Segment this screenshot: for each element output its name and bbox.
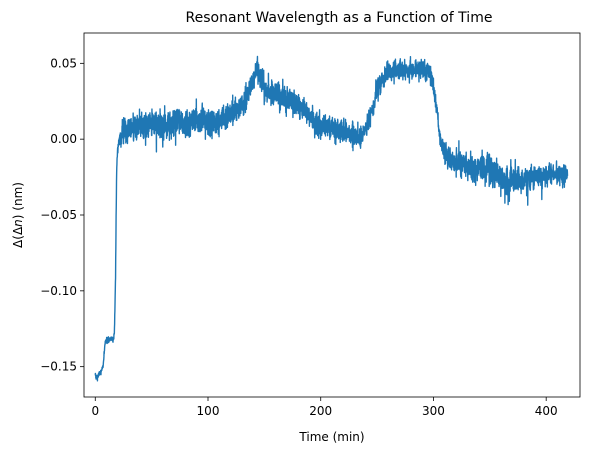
series-group [94,55,569,382]
series-line [94,55,569,382]
y-axis-label-part-3: ) (nm) [11,182,25,219]
y-axis-label: Δ(Δn) (nm) [11,182,25,248]
y-tick-label: −0.15 [40,360,77,374]
y-tick-label: −0.10 [40,284,77,298]
y-tick-label: −0.05 [40,208,77,222]
x-axis: 0 100 200 300 400 [91,397,558,418]
y-tick-label: 0.05 [50,56,77,70]
y-axis-label-part-2: n [11,219,25,227]
x-tick-label: 200 [309,404,332,418]
y-axis-label-part-1: Δ(Δ [11,226,25,248]
x-tick-label: 400 [535,404,558,418]
y-tick-label: 0.00 [50,132,77,146]
x-axis-label: Time (min) [298,430,364,444]
x-tick-label: 100 [197,404,220,418]
x-tick-label: 300 [422,404,445,418]
chart-title: Resonant Wavelength as a Function of Tim… [186,10,493,26]
x-tick-label: 0 [91,404,99,418]
y-axis: −0.15 −0.10 −0.05 0.00 0.05 [40,56,84,374]
